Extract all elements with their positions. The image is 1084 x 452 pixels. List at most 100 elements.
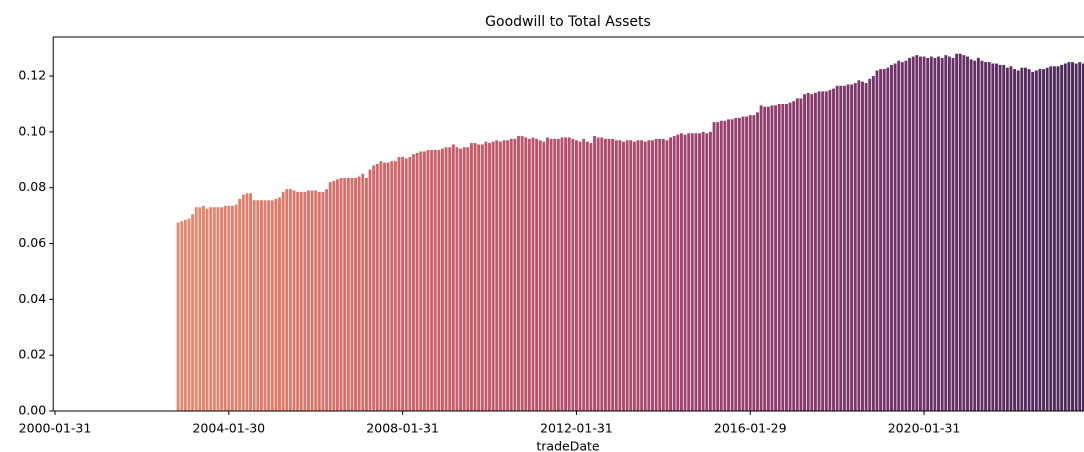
bar: [357, 176, 361, 411]
bar: [230, 205, 234, 411]
bar: [531, 137, 535, 412]
bar: [766, 106, 770, 411]
bar: [886, 67, 890, 412]
bar: [589, 143, 593, 412]
bar: [292, 190, 296, 411]
bar: [785, 103, 788, 411]
bar: [926, 57, 930, 412]
bar: [1081, 63, 1084, 412]
bar: [433, 150, 437, 412]
bar: [1002, 64, 1006, 411]
bar: [1042, 69, 1045, 411]
bar: [995, 63, 998, 412]
bar: [806, 92, 810, 411]
bar: [567, 137, 571, 412]
bar: [484, 141, 488, 411]
bar: [321, 191, 325, 411]
bar: [459, 148, 463, 411]
bar: [955, 53, 959, 411]
bar: [205, 208, 209, 411]
bar: [958, 53, 962, 411]
bar: [756, 112, 759, 411]
x-tick-label: 2004-01-30: [192, 421, 265, 436]
bar: [549, 138, 553, 411]
bar: [781, 103, 785, 411]
bar: [473, 143, 477, 412]
bar: [1052, 66, 1056, 411]
bar: [871, 76, 875, 412]
bar: [354, 177, 358, 411]
bar: [361, 173, 365, 411]
bar: [759, 105, 763, 411]
bar: [763, 106, 767, 411]
bar: [1074, 63, 1078, 412]
bar: [346, 177, 350, 411]
bar: [708, 131, 712, 412]
bar: [658, 138, 662, 411]
bar: [600, 137, 604, 412]
bar: [991, 63, 995, 412]
bar: [477, 144, 481, 411]
bar: [922, 56, 926, 411]
bar: [1013, 69, 1017, 411]
bar: [249, 193, 252, 411]
bar: [560, 137, 564, 412]
bar: [969, 59, 973, 411]
bar: [343, 177, 347, 411]
bar: [651, 140, 654, 411]
bar: [307, 190, 310, 411]
x-tick-label: 2012-01-31: [540, 421, 613, 436]
bar: [1020, 67, 1024, 412]
bar: [480, 144, 484, 411]
bar: [401, 157, 405, 411]
bar: [828, 90, 832, 412]
bar: [393, 161, 397, 411]
bar: [611, 138, 615, 411]
bar: [918, 56, 922, 411]
bar: [227, 205, 231, 411]
bar: [966, 56, 969, 411]
bar: [437, 150, 441, 412]
y-tick-label: 0.04: [18, 291, 46, 306]
bar: [527, 138, 531, 411]
bar: [719, 120, 723, 411]
bar: [799, 98, 803, 411]
bar: [303, 191, 307, 411]
bar: [495, 140, 499, 411]
bar: [832, 88, 835, 411]
bar: [897, 60, 901, 412]
bar: [661, 138, 665, 411]
bar: [614, 140, 618, 411]
bar: [951, 57, 955, 412]
y-tick-label: 0.06: [18, 235, 46, 250]
bar: [795, 98, 799, 411]
bar: [933, 57, 937, 412]
bar: [513, 138, 517, 411]
bar: [1060, 64, 1064, 411]
bar: [278, 197, 281, 411]
bar: [1067, 62, 1071, 411]
bar: [810, 94, 814, 411]
bar: [792, 101, 796, 411]
bar: [853, 83, 857, 411]
bar: [737, 117, 741, 411]
bar: [1005, 67, 1009, 412]
bar: [618, 140, 622, 411]
x-tick-label: 2016-01-29: [714, 421, 787, 436]
bar: [556, 138, 560, 411]
bar: [274, 198, 278, 411]
x-tick-label: 2008-01-31: [366, 421, 439, 436]
bar: [712, 122, 716, 412]
bar: [451, 144, 455, 411]
bar: [915, 55, 919, 412]
bar: [817, 91, 821, 411]
bar: [1031, 71, 1035, 411]
bar: [669, 137, 673, 412]
x-axis-label: tradeDate: [536, 439, 600, 452]
bar: [571, 138, 575, 411]
bar: [1016, 70, 1020, 411]
bar: [1023, 67, 1027, 412]
bar: [1038, 69, 1042, 411]
bar: [607, 138, 611, 411]
bar: [745, 116, 749, 412]
